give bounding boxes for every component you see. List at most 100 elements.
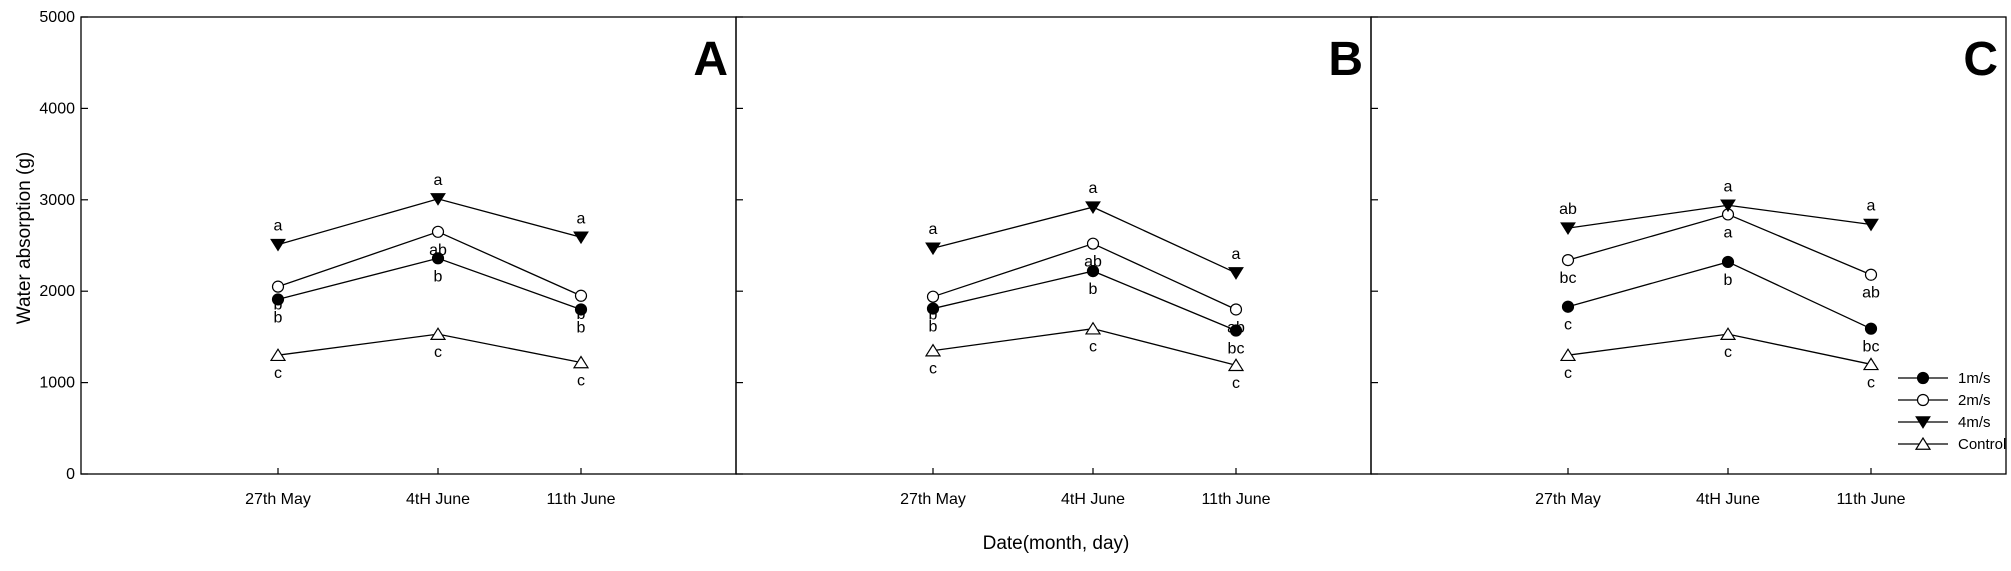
significance-label: c: [274, 365, 282, 382]
data-point: [1561, 254, 1575, 267]
series-line-control: [932, 328, 1237, 366]
significance-label: c: [929, 361, 937, 378]
data-point: [574, 289, 588, 302]
data-point: [431, 225, 445, 238]
legend-marker: [1915, 416, 1931, 429]
panel-b: 27th May 4tH June 11th JuneBbbbcbababaaacc…: [735, 16, 1372, 508]
data-point: [1085, 201, 1101, 215]
legend-label: 4m/s: [1958, 414, 1991, 431]
x-axis-title: Date(month, day): [983, 533, 1130, 554]
significance-label: b: [1724, 272, 1733, 289]
legend-marker: [1916, 371, 1930, 385]
significance-label: b: [274, 309, 283, 326]
significance-label: a: [1232, 246, 1241, 263]
x-tick-label: 4tH June: [1061, 491, 1125, 508]
data-point: [1559, 348, 1577, 362]
significance-label: c: [1232, 375, 1240, 392]
series-line-control: [277, 333, 582, 364]
series-line-4ms: [277, 198, 582, 246]
y-tick-label: 2000: [39, 283, 75, 300]
panel-letter: C: [1963, 33, 1998, 86]
data-point: [430, 193, 446, 206]
significance-label: c: [577, 372, 585, 389]
data-point: [1084, 321, 1102, 335]
data-point: [573, 231, 589, 245]
data-point: [1227, 358, 1245, 372]
significance-label: b: [434, 268, 443, 285]
data-point: [431, 252, 445, 265]
panel-frame: [735, 16, 1372, 475]
significance-label: a: [1724, 178, 1733, 195]
y-tick-label: 3000: [39, 192, 75, 209]
significance-label: b: [1089, 281, 1098, 298]
data-point: [1229, 324, 1243, 337]
x-tick-label: 4tH June: [1696, 491, 1760, 508]
series-line-1ms: [277, 257, 582, 311]
significance-label: c: [1867, 374, 1875, 391]
panels-layer: 0 1000 2000 3000 4000 5000 27th May 4tH June 11t…: [39, 9, 2007, 508]
x-tick-label: 27th May: [245, 491, 311, 508]
data-point: [1864, 322, 1878, 335]
data-point: [1560, 222, 1576, 236]
significance-label: a: [577, 210, 586, 227]
panel-frame: [1370, 16, 2007, 475]
legend-label: Control: [1958, 436, 2006, 453]
data-point: [270, 238, 286, 252]
data-point: [1719, 327, 1737, 341]
data-point: [271, 280, 285, 293]
data-point: [1721, 255, 1735, 269]
significance-label: a: [434, 172, 443, 189]
x-tick-label: 11th June: [546, 491, 615, 508]
legend-marker: [1916, 393, 1930, 407]
data-point: [269, 348, 287, 362]
significance-label: ab: [1559, 201, 1577, 218]
legend-label: 2m/s: [1958, 392, 1991, 409]
significance-label: c: [1564, 317, 1572, 334]
data-point: [271, 293, 285, 306]
y-tick-label: 4000: [39, 100, 75, 117]
data-point: [1228, 267, 1244, 280]
significance-label: c: [1724, 344, 1732, 361]
significance-label: b: [929, 307, 938, 324]
panel-c: 27th May 4tH June 11th June Cc b bc bc a ab ab a a c…: [1370, 16, 2007, 508]
legend-marker: [1914, 436, 1932, 450]
significance-label: ab: [1084, 254, 1102, 271]
data-point: [1086, 237, 1100, 250]
significance-label: a: [1867, 197, 1876, 214]
legend: 1m/s 2m/s 4m/s Control: [1898, 370, 2006, 453]
significance-label: c: [434, 344, 442, 361]
data-point: [1720, 199, 1736, 213]
significance-label: bc: [1863, 339, 1880, 356]
data-point: [924, 343, 942, 357]
y-tick-label: 1000: [39, 375, 75, 392]
significance-label: ab: [1862, 285, 1880, 302]
data-point: [925, 242, 941, 256]
series-line-2ms: [1567, 213, 1872, 276]
significance-label: b: [274, 297, 283, 314]
y-axis-title: Water absorption (g): [14, 152, 35, 324]
significance-label: b: [577, 319, 586, 336]
legend-label: 1m/s: [1958, 370, 1991, 387]
series-line-1ms: [1567, 261, 1872, 330]
series-line-1ms: [932, 270, 1237, 332]
data-point: [1229, 303, 1243, 316]
x-tick-label: 27th May: [1535, 491, 1601, 508]
x-tick-label: 11th June: [1836, 491, 1905, 508]
data-point: [574, 303, 588, 316]
y-tick-label: 0: [66, 466, 75, 483]
panel-frame: [80, 16, 737, 475]
significance-label: bc: [1560, 270, 1577, 287]
significance-label: a: [929, 221, 938, 238]
x-tick-label: 4tH June: [406, 491, 470, 508]
x-tick-label: 11th June: [1201, 491, 1270, 508]
series-line-control: [1567, 333, 1872, 365]
data-point: [1862, 357, 1880, 371]
data-point: [926, 302, 940, 315]
panel-a: 0 1000 2000 3000 4000 5000 27th May 4tH June 11t…: [39, 9, 737, 508]
significance-label: bc: [1228, 341, 1245, 358]
significance-label: b: [577, 306, 586, 323]
significance-label: ab: [1227, 319, 1245, 336]
significance-label: a: [274, 218, 283, 235]
